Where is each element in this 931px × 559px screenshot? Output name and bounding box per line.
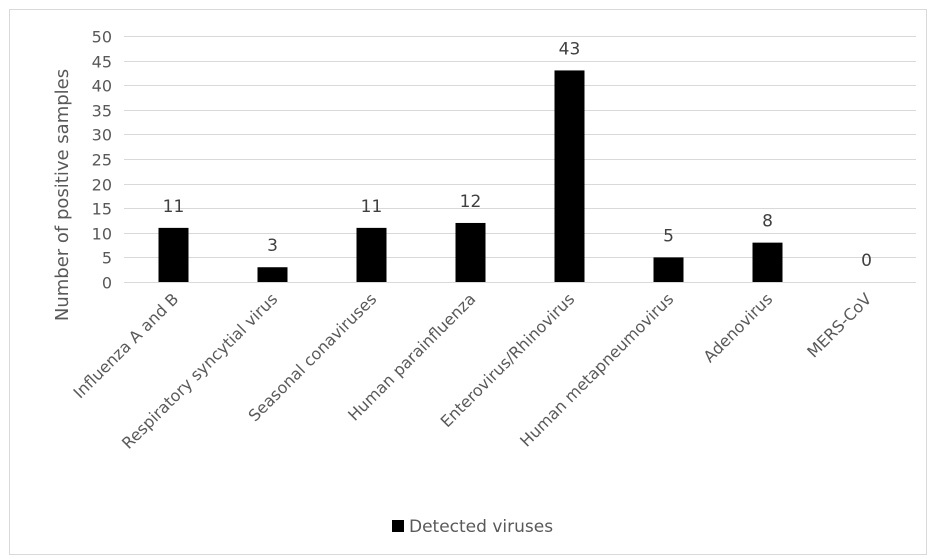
legend-label: Detected viruses	[409, 517, 553, 537]
y-tick-label: 50	[92, 28, 112, 47]
y-tick-label: 0	[102, 274, 112, 293]
y-tick-label: 5	[102, 249, 112, 268]
data-label: 11	[163, 197, 185, 217]
category-label: Respiratory syncytial virus	[118, 289, 281, 452]
category-label: Influenza A and B	[70, 289, 183, 402]
y-tick-label: 10	[92, 225, 112, 244]
bar	[554, 70, 585, 282]
bar	[752, 242, 783, 282]
legend: Detected viruses	[392, 517, 553, 537]
data-label: 5	[663, 226, 674, 246]
data-label: 0	[861, 251, 872, 271]
legend-swatch	[392, 520, 404, 532]
y-tick-label: 40	[92, 77, 112, 96]
data-labels: 11 3 11 12 43 5 8 0	[163, 39, 872, 271]
y-tick-label: 30	[92, 126, 112, 145]
bar	[356, 227, 387, 282]
bar	[653, 257, 684, 282]
bars	[158, 70, 783, 282]
y-axis-title: Number of positive samples	[52, 69, 73, 321]
data-label: 11	[361, 197, 383, 217]
bar	[158, 227, 189, 282]
bar	[455, 222, 486, 282]
y-tick-label: 25	[92, 151, 112, 170]
gridlines	[124, 36, 916, 283]
data-label: 43	[559, 39, 581, 59]
y-axis-ticks: 0 5 10 15 20 25 30 35 40 45 50	[92, 28, 112, 293]
data-label: 8	[762, 212, 773, 232]
y-tick-label: 45	[92, 53, 112, 72]
y-tick-label: 35	[92, 102, 112, 121]
bar	[257, 267, 288, 282]
y-tick-label: 20	[92, 176, 112, 195]
category-label: Adenovirus	[700, 289, 777, 366]
y-tick-label: 15	[92, 200, 112, 219]
data-label: 3	[267, 236, 278, 256]
data-label: 12	[460, 192, 482, 212]
category-label: MERS-CoV	[803, 289, 875, 361]
